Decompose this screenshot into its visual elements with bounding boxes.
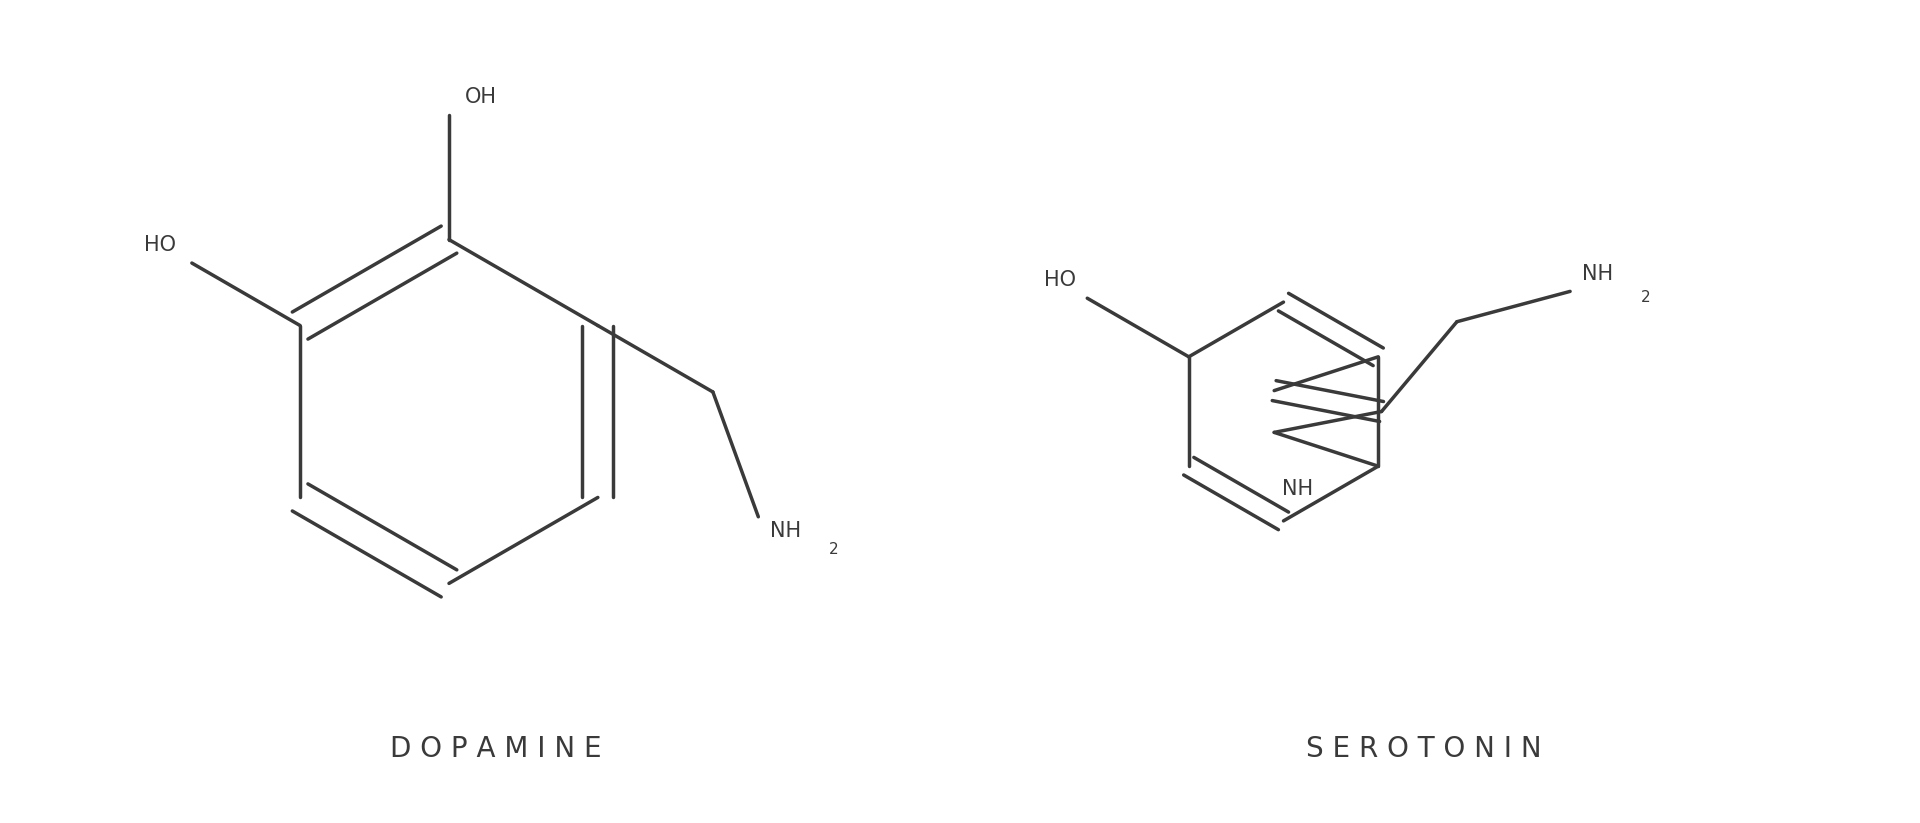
Text: D O P A M I N E: D O P A M I N E [390,735,601,763]
Text: NH: NH [1283,479,1313,500]
Text: HO: HO [144,235,177,255]
Text: OH: OH [465,86,497,107]
Text: HO: HO [1044,271,1075,291]
Text: NH: NH [1582,263,1613,284]
Text: 2: 2 [829,542,839,557]
Text: S E R O T O N I N: S E R O T O N I N [1306,735,1542,763]
Text: NH: NH [770,521,801,541]
Text: 2: 2 [1640,291,1649,305]
